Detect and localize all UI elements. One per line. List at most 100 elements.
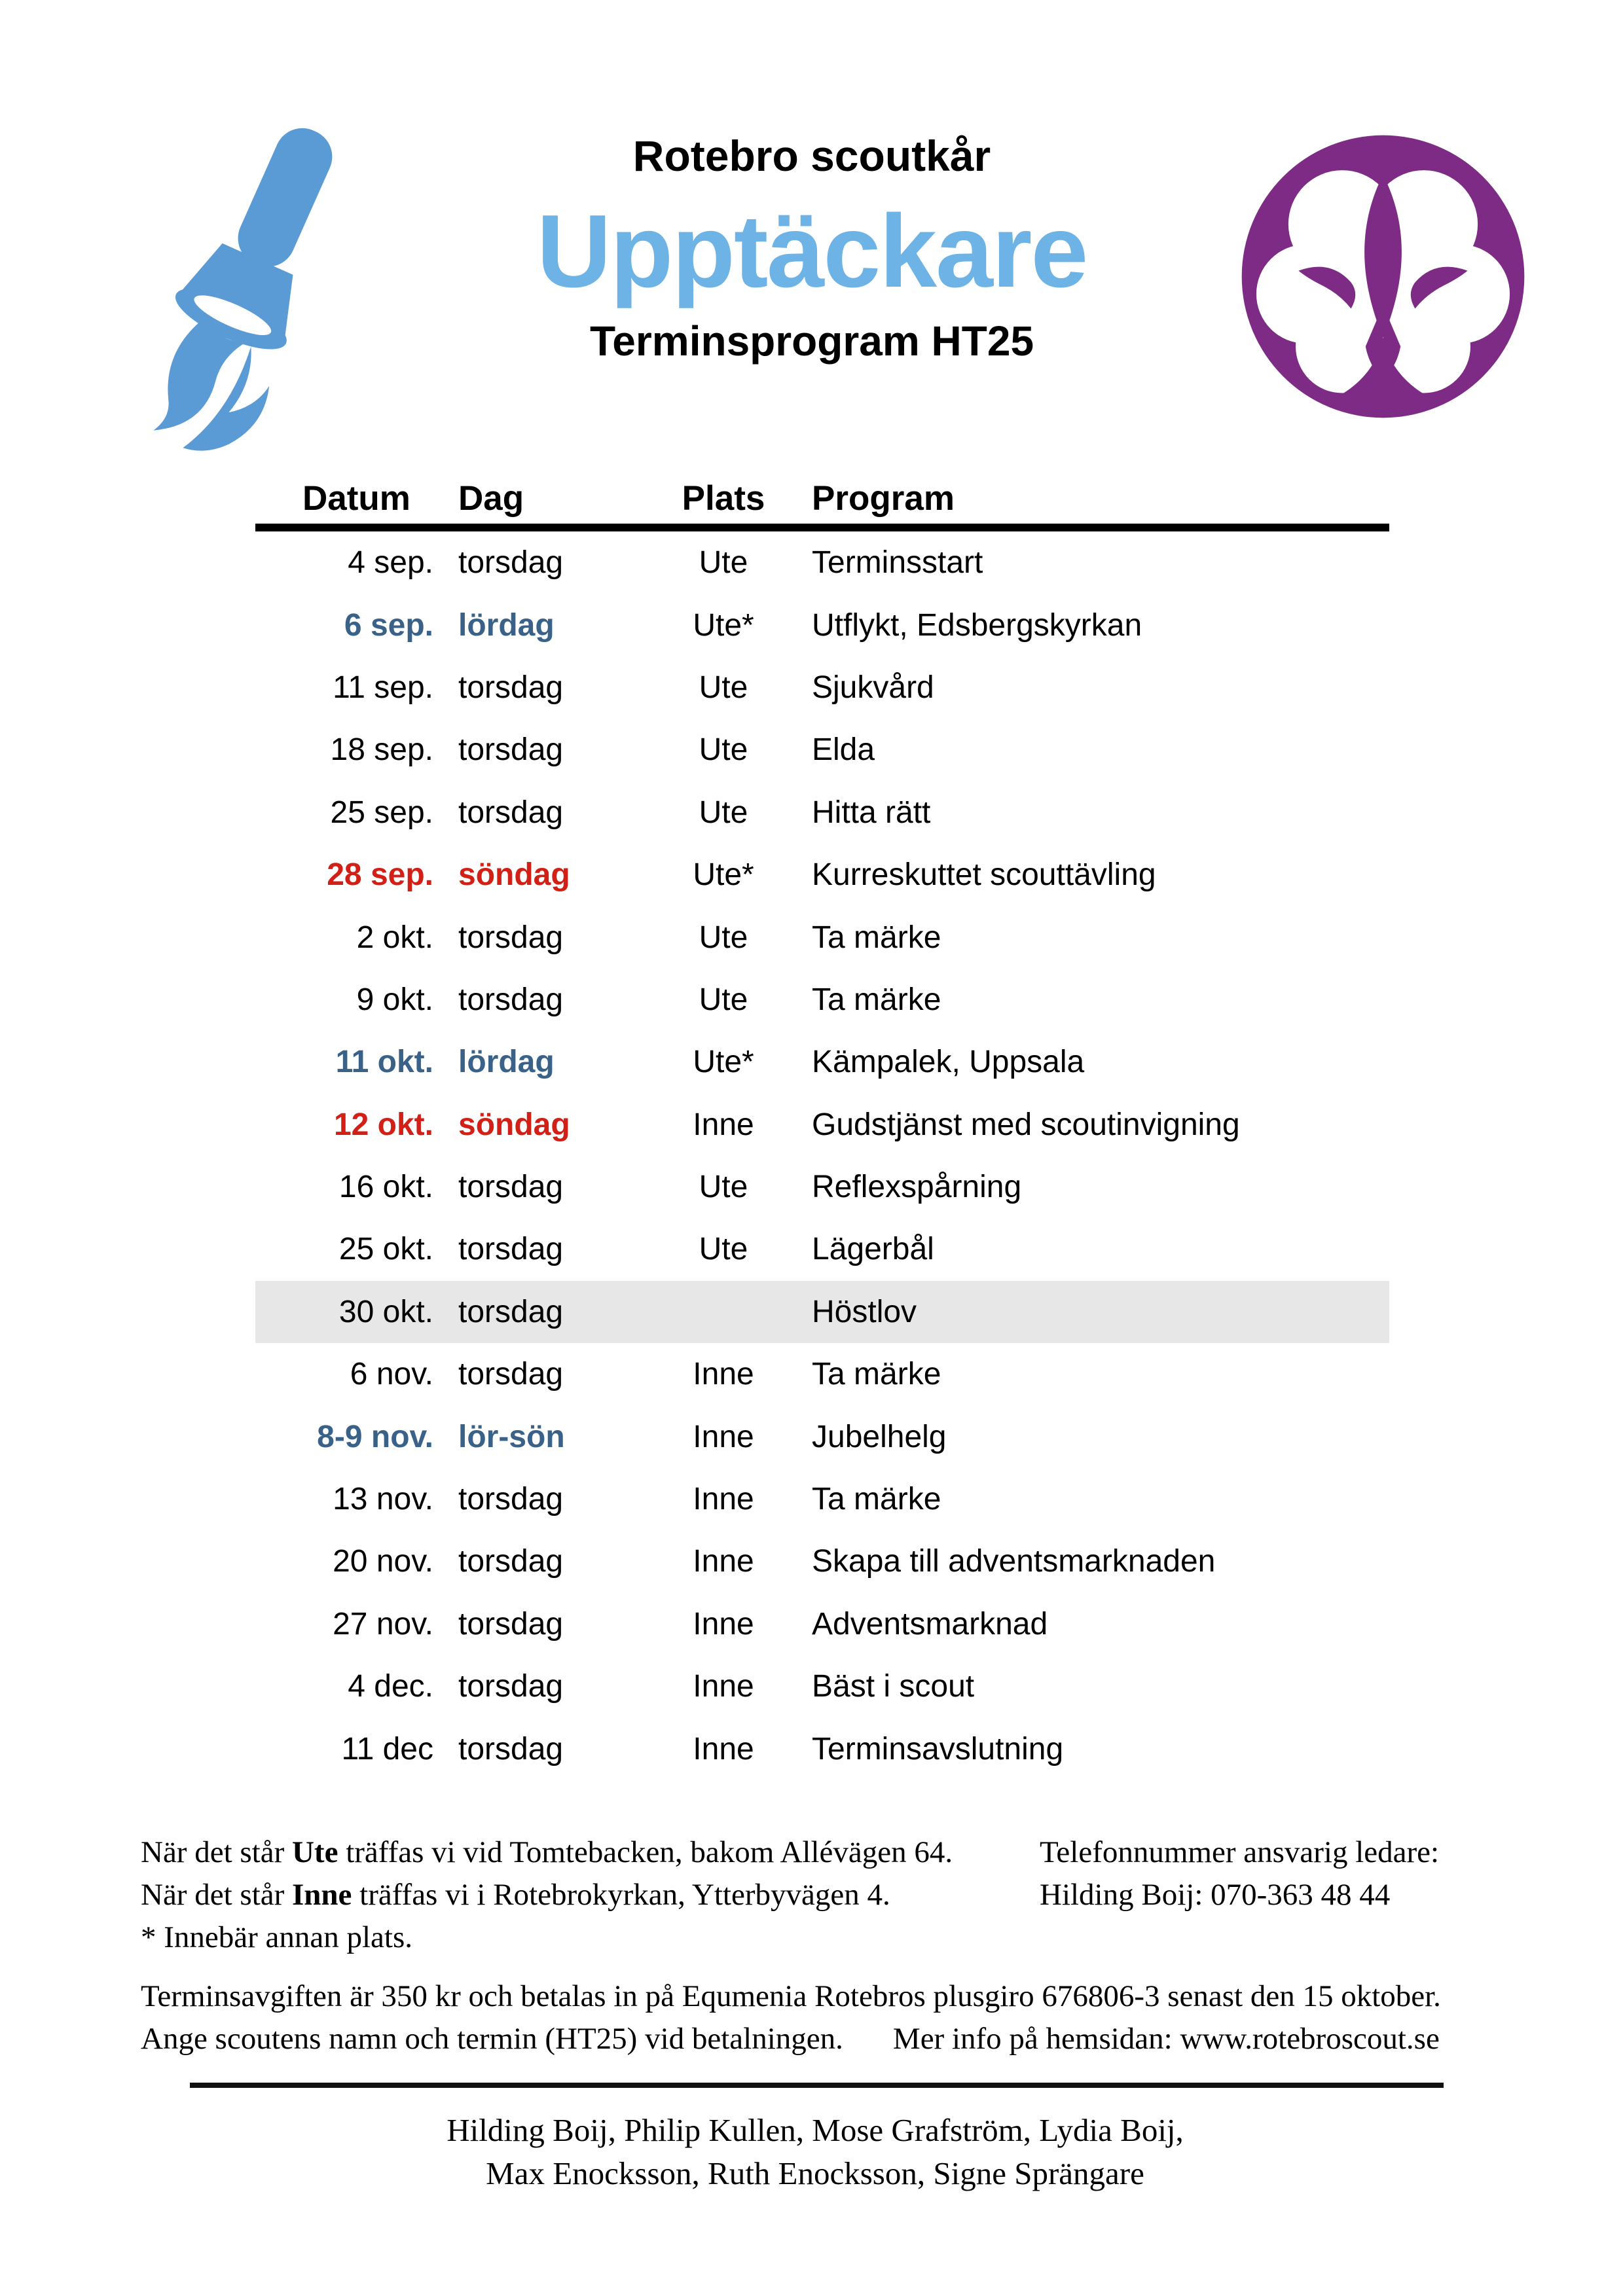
cell-dag: lördag: [458, 1045, 555, 1080]
table-row: 4 sep. torsdag Ute Terminsstart: [255, 531, 1389, 594]
table-row: 20 nov. torsdag Inne Skapa till adventsm…: [255, 1530, 1389, 1592]
payment-line2-right: Mer info på hemsidan: www.rotebroscout.s…: [892, 2022, 1440, 2056]
cell-dag: lör-sön: [458, 1419, 565, 1454]
table-row: 11 okt. lördag Ute* Kämpalek, Uppsala: [255, 1031, 1389, 1093]
table-body: 4 sep. torsdag Ute Terminsstart 6 sep. l…: [255, 531, 1389, 1780]
cell-plats: Ute*: [693, 1045, 754, 1080]
cell-plats: Ute: [699, 1170, 748, 1205]
leaders-line1: Hilding Boij, Philip Kullen, Mose Grafst…: [447, 2112, 1184, 2148]
cell-plats: Ute: [699, 670, 748, 705]
cell-plats: Inne: [693, 1107, 754, 1142]
note-inne-pre: När det står: [141, 1878, 292, 1912]
cell-datum: 25 sep.: [330, 795, 433, 830]
col-header-plats: Plats: [682, 478, 765, 518]
note-inne-bold: Inne: [291, 1878, 352, 1912]
cell-plats: Inne: [693, 1419, 754, 1454]
leaders-line2: Max Enocksson, Ruth Enocksson, Signe Spr…: [486, 2155, 1144, 2191]
cell-plats: Ute: [699, 545, 748, 581]
table-row: 4 dec. torsdag Inne Bäst i scout: [255, 1655, 1389, 1717]
cell-program: Ta märke: [812, 1482, 941, 1517]
table-row: 8-9 nov. lör-sön Inne Jubelhelg: [255, 1405, 1389, 1467]
cell-datum: 20 nov.: [333, 1544, 433, 1579]
cell-program: Skapa till adventsmarknaden: [812, 1544, 1216, 1579]
table-row: 28 sep. söndag Ute* Kurreskuttet scouttä…: [255, 844, 1389, 906]
table-row: 12 okt. söndag Inne Gudstjänst med scout…: [255, 1094, 1389, 1156]
cell-dag: torsdag: [458, 1669, 564, 1704]
cell-dag: lördag: [458, 607, 555, 643]
payment-info: Terminsavgiften är 350 kr och betalas in…: [141, 1975, 1522, 2060]
table-row: 11 dec torsdag Inne Terminsavslutning: [255, 1717, 1389, 1780]
cell-program: Terminsavslutning: [812, 1731, 1064, 1767]
cell-datum: 28 sep.: [327, 857, 433, 893]
term-subtitle: Terminsprogram HT25: [589, 317, 1034, 365]
cell-dag: torsdag: [458, 795, 564, 830]
cell-dag: torsdag: [458, 1482, 564, 1517]
table-row: 25 okt. torsdag Ute Lägerbål: [255, 1218, 1389, 1280]
location-notes: När det står Ute träffas vi vid Tomtebac…: [141, 1831, 953, 1959]
cell-datum: 11 dec: [341, 1731, 433, 1767]
table-row: 11 sep. torsdag Ute Sjukvård: [255, 656, 1389, 719]
note-asterisk: * Innebär annan plats.: [141, 1920, 413, 1954]
cell-datum: 13 nov.: [333, 1482, 433, 1517]
scout-trefoil-logo-svg: [1241, 135, 1525, 418]
cell-dag: torsdag: [458, 1357, 564, 1392]
payment-line1: Terminsavgiften är 350 kr och betalas in…: [141, 1979, 1441, 2013]
leader-names: Hilding Boij, Philip Kullen, Mose Grafst…: [141, 2109, 1489, 2195]
payment-line2: Ange scoutens namn och termin (HT25) vid…: [141, 2018, 1522, 2060]
cell-program: Utflykt, Edsbergskyrkan: [812, 607, 1142, 643]
cell-datum: 8-9 nov.: [317, 1419, 433, 1454]
cell-dag: torsdag: [458, 1731, 564, 1767]
cell-dag: torsdag: [458, 920, 564, 955]
table-row: 6 sep. lördag Ute* Utflykt, Edsbergskyrk…: [255, 594, 1389, 656]
cell-plats: Ute*: [693, 857, 754, 893]
cell-datum: 25 okt.: [338, 1232, 433, 1267]
table-row: 27 nov. torsdag Inne Adventsmarknad: [255, 1593, 1389, 1655]
cell-dag: torsdag: [458, 982, 564, 1017]
note-inne: När det står Inne träffas vi i Rotebroky…: [141, 1874, 953, 1916]
cell-dag: torsdag: [458, 1544, 564, 1579]
cell-datum: 6 nov.: [350, 1357, 433, 1392]
note-ute: När det står Ute träffas vi vid Tomtebac…: [141, 1831, 953, 1874]
cell-plats: Inne: [693, 1357, 754, 1392]
cell-datum: 4 dec.: [348, 1669, 433, 1704]
cell-plats: Ute: [699, 795, 748, 830]
cell-program: Bäst i scout: [812, 1669, 975, 1704]
col-header-datum: Datum: [302, 478, 410, 518]
scout-trefoil-logo: [1237, 131, 1529, 422]
table-header-row: Datum Dag Plats Program: [255, 473, 1389, 524]
phone-label: Telefonnummer ansvarig ledare:: [1040, 1835, 1440, 1869]
cell-plats: Ute: [699, 1232, 748, 1267]
cell-program: Lägerbål: [812, 1232, 934, 1267]
cell-program: Kurreskuttet scouttävling: [812, 857, 1156, 893]
table-row: 25 sep. torsdag Ute Hitta rätt: [255, 781, 1389, 844]
cell-plats: Inne: [693, 1606, 754, 1641]
col-header-dag: Dag: [458, 478, 524, 518]
cell-datum: 27 nov.: [333, 1606, 433, 1641]
cell-plats: Inne: [693, 1482, 754, 1517]
header: Rotebro scoutkår Upptäckare Terminsprogr…: [419, 131, 1205, 365]
table-row: 6 nov. torsdag Inne Ta märke: [255, 1343, 1389, 1405]
table-row: 13 nov. torsdag Inne Ta märke: [255, 1468, 1389, 1530]
cell-dag: torsdag: [458, 1170, 564, 1205]
cell-program: Elda: [812, 732, 875, 768]
table-row: 9 okt. torsdag Ute Ta märke: [255, 969, 1389, 1031]
note-ute-post: träffas vi vid Tomtebacken, bakom Allévä…: [338, 1835, 953, 1869]
cell-program: Ta märke: [812, 1357, 941, 1392]
cell-datum: 6 sep.: [344, 607, 433, 643]
org-name: Rotebro scoutkår: [632, 132, 991, 180]
cell-plats: Inne: [693, 1544, 754, 1579]
note-ute-pre: När det står: [141, 1835, 292, 1869]
cell-program: Höstlov: [812, 1294, 917, 1329]
cell-datum: 16 okt.: [338, 1170, 433, 1205]
cell-program: Gudstjänst med scoutinvigning: [812, 1107, 1240, 1142]
cell-dag: söndag: [458, 1107, 570, 1142]
cell-plats: Ute: [699, 920, 748, 955]
note-ute-bold: Ute: [291, 1835, 338, 1869]
col-header-program: Program: [812, 478, 955, 518]
cell-program: Jubelhelg: [812, 1419, 947, 1454]
cell-datum: 11 okt.: [335, 1045, 433, 1080]
table-row: 16 okt. torsdag Ute Reflexspårning: [255, 1156, 1389, 1218]
note-inne-post: träffas vi i Rotebrokyrkan, Ytterbyvägen…: [352, 1878, 890, 1912]
cell-datum: 30 okt.: [338, 1294, 433, 1329]
